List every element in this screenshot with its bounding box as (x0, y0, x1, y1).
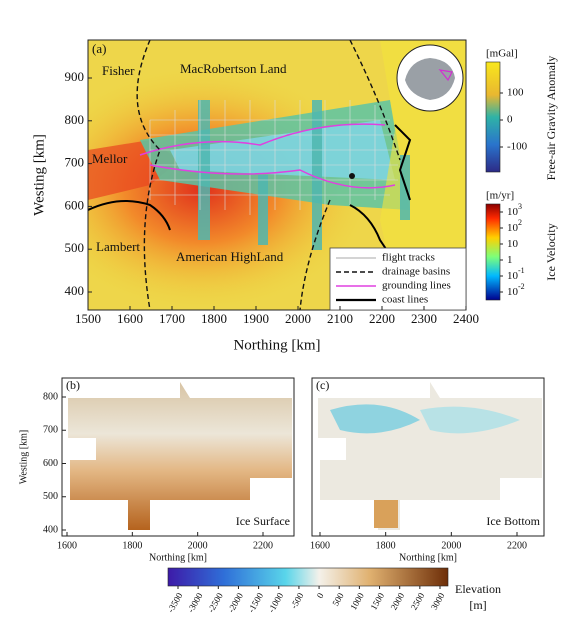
x-axis-title: Northing [km] (399, 552, 457, 563)
colorbar-tick-label: -3000 (186, 591, 205, 615)
panel-label: (b) (66, 378, 80, 392)
colorbar-tick-label: 2000 (389, 591, 407, 612)
colorbar-tick-label: 0 (315, 591, 326, 600)
panel-name: Ice Surface (236, 514, 290, 528)
colorbar-tick-label: -500 (289, 591, 306, 611)
colorbar-tick-label: 2500 (409, 591, 427, 612)
colorbar-tick-label: -2500 (206, 591, 225, 615)
colorbar-tick-label: 3000 (429, 591, 447, 612)
x-axis-title: Northing [km] (149, 552, 207, 563)
colorbar-unit: [m] (469, 598, 486, 612)
y-axis-title: Westing [km] (18, 430, 29, 484)
axes-frame (87, 39, 467, 311)
tick-exponent: 3 (518, 202, 522, 211)
flight-tracks (149, 100, 398, 215)
x-tick-label: 1800 (201, 311, 227, 326)
legend-label: coast lines (382, 294, 428, 306)
region-label: American HighLand (176, 249, 284, 264)
y-tick-label: 400 (43, 524, 58, 535)
x-axis-title: Northing [km] (233, 337, 320, 353)
tick-base: 10 (507, 206, 519, 218)
colorbar-tick-label: 1 (507, 254, 513, 266)
velocity-colorbar (485, 203, 501, 301)
x-tick-label: 2000 (188, 540, 208, 551)
colorbar-unit: [m/yr] (486, 190, 514, 202)
x-tick-label: 2200 (253, 540, 273, 551)
y-tick-label: 800 (43, 391, 58, 402)
colorbar-tick-label: 10-2 (507, 282, 525, 298)
colorbar-title: Free-air Gravity Anomaly (544, 56, 558, 181)
colorbar-tick-label: 102 (507, 218, 522, 234)
x-tick-label: 2100 (327, 311, 353, 326)
x-tick-label: 1900 (243, 311, 269, 326)
panel-label: (c) (316, 378, 329, 392)
legend-label: drainage basins (382, 266, 450, 278)
y-tick-label: 500 (43, 491, 58, 502)
colorbar-unit: [mGal] (486, 48, 518, 60)
region-label: Fisher (102, 63, 135, 78)
y-tick-label: 700 (65, 155, 85, 170)
colorbar-title: Ice Velocity (544, 223, 558, 280)
tick-exponent: -2 (518, 282, 525, 291)
x-tick-label: 1600 (57, 540, 77, 551)
region-label: MacRobertson Land (180, 61, 287, 76)
x-tick-label: 2200 (507, 540, 527, 551)
x-tick-label: 1600 (117, 311, 143, 326)
tick-base: 10 (507, 270, 519, 282)
region-label: Mellor (92, 151, 128, 166)
colorbar-tick-label: -1500 (246, 591, 265, 615)
tick-exponent: 2 (518, 218, 522, 227)
y-tick-label: 900 (65, 69, 85, 84)
y-tick-label: 600 (43, 458, 58, 469)
x-tick-label: 1800 (122, 540, 142, 551)
legend-label: grounding lines (382, 280, 451, 292)
x-tick-label: 1600 (310, 540, 330, 551)
x-tick-label: 2000 (441, 540, 461, 551)
x-tick-label: 2400 (453, 311, 479, 326)
x-tick-label: 1500 (75, 311, 101, 326)
colorbar-tick-label: -2000 (226, 591, 245, 615)
colorbar-tick-label: 10-1 (507, 266, 525, 282)
gravity-colorbar (485, 61, 501, 173)
y-tick-label: 600 (65, 197, 85, 212)
y-tick-label: 400 (65, 283, 85, 298)
tick-base: 10 (507, 222, 519, 234)
y-tick-label: 800 (65, 112, 85, 127)
y-tick-label: 500 (65, 240, 85, 255)
legend-label: flight tracks (382, 252, 435, 264)
surface-fill (68, 382, 292, 530)
axes-frame (311, 377, 545, 537)
panel-label: (a) (92, 41, 106, 56)
colorbar-tick-label: 500 (330, 591, 346, 608)
colorbar-tick-label: -3500 (165, 591, 184, 615)
colorbar-tick-label: -1000 (266, 591, 285, 615)
x-tick-label: 2000 (285, 311, 311, 326)
x-tick-label: 2200 (369, 311, 395, 326)
colorbar-tick-label: -100 (507, 141, 528, 153)
elevation-colorbar (167, 567, 449, 587)
region-label: Lambert (96, 239, 140, 254)
y-tick-label: 700 (43, 425, 58, 436)
colorbar-title: Elevation (455, 582, 501, 596)
x-tick-label: 1700 (159, 311, 185, 326)
tick-exponent: -1 (518, 266, 525, 275)
tick-base: 10 (507, 286, 519, 298)
x-tick-label: 2300 (411, 311, 437, 326)
tick-base: 1 (507, 254, 513, 266)
y-axis-title: Westing [km] (31, 134, 47, 216)
x-tick-label: 1800 (376, 540, 396, 551)
colorbar-tick-label: 1500 (368, 591, 386, 612)
colorbar-tick-label: 103 (507, 202, 522, 218)
colorbar-tick-label: 10 (507, 238, 519, 250)
tick-base: 10 (507, 238, 519, 250)
colorbar-tick-label: 100 (507, 87, 524, 99)
panel-name: Ice Bottom (486, 514, 540, 528)
axes-frame (61, 377, 295, 537)
colorbar-tick-label: 0 (507, 114, 513, 126)
colorbar-tick-label: 1000 (348, 591, 366, 612)
